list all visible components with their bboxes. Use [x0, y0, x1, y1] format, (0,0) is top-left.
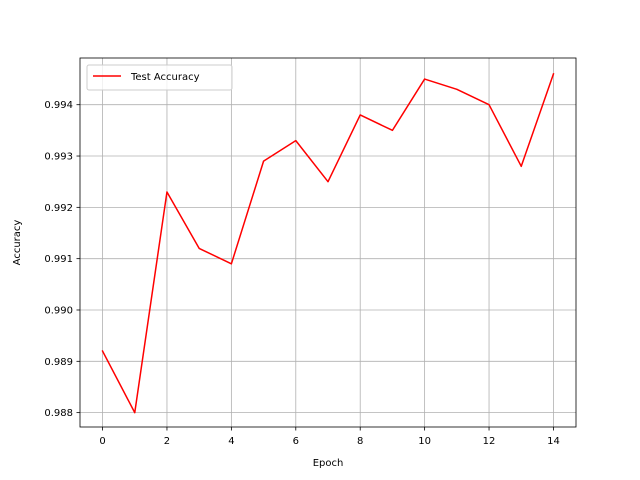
data-point — [166, 191, 168, 193]
x-tick-label: 6 — [293, 436, 299, 447]
y-tick-label: 0.988 — [44, 408, 73, 419]
x-tick-label: 12 — [483, 436, 496, 447]
y-tick-label: 0.992 — [44, 203, 73, 214]
legend-box — [86, 64, 233, 91]
y-tick-label: 0.994 — [44, 100, 73, 111]
data-point — [391, 129, 394, 131]
y-axis-label: Accuracy — [12, 220, 23, 266]
x-tick-label: 4 — [228, 436, 234, 447]
x-tick-label: 0 — [99, 436, 105, 447]
data-point — [134, 412, 136, 414]
data-point — [520, 165, 522, 167]
y-tick-label: 0.991 — [44, 254, 73, 265]
data-point — [456, 88, 458, 90]
x-tick-label: 8 — [357, 436, 363, 447]
x-axis-label: Epoch — [313, 458, 344, 469]
legend: Test Accuracy — [86, 64, 233, 91]
data-point — [552, 73, 555, 75]
data-point — [262, 160, 265, 162]
y-tick-label: 0.990 — [44, 305, 73, 316]
x-tick-label: 2 — [164, 436, 170, 447]
y-tick-label: 0.989 — [44, 357, 73, 368]
grid — [80, 58, 576, 427]
x-tick-label: 10 — [418, 436, 431, 447]
data-point — [230, 263, 232, 265]
data-point — [101, 350, 104, 352]
x-tick-label: 14 — [547, 436, 560, 447]
y-tick-label: 0.993 — [44, 152, 73, 163]
data-point — [424, 78, 426, 80]
plot-frame — [79, 57, 577, 428]
x-axis-ticks: 0 2 4 6 8 10 12 14 — [99, 427, 560, 447]
data-point — [198, 247, 200, 249]
data-point — [295, 140, 297, 142]
data-point — [327, 181, 329, 183]
series-lines — [101, 72, 555, 414]
y-axis-ticks: 0.988 0.989 0.990 0.991 0.992 0.993 0.994 — [44, 100, 80, 419]
legend-label: Test Accuracy — [130, 72, 200, 83]
data-point — [488, 104, 490, 106]
data-point — [359, 114, 361, 116]
